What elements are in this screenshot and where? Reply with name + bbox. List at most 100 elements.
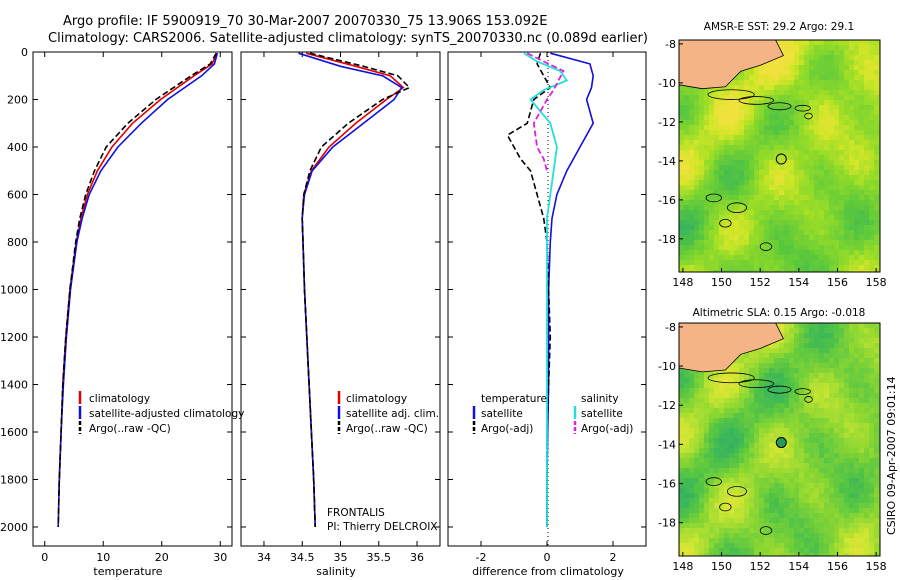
map-cell	[699, 383, 705, 389]
map-cell	[709, 393, 715, 399]
map-cell	[709, 160, 715, 166]
map-cell	[704, 523, 710, 529]
map-cell	[854, 373, 860, 379]
map-cell	[874, 328, 880, 334]
map-cell	[769, 543, 775, 549]
map-cell	[724, 473, 730, 479]
map-cell	[839, 498, 845, 504]
map-cell	[694, 150, 700, 156]
map-cell	[829, 75, 835, 81]
map-cell	[774, 130, 780, 136]
map-cell	[839, 55, 845, 61]
map-cell	[719, 503, 725, 509]
map-cell	[854, 55, 860, 61]
map-cell	[799, 503, 805, 509]
map-cell	[794, 105, 800, 111]
map-cell	[734, 403, 740, 409]
map-cell	[804, 50, 810, 56]
map-cell	[799, 245, 805, 251]
map-cell	[859, 393, 865, 399]
map-cell	[709, 473, 715, 479]
map-cell	[729, 378, 735, 384]
map-cell	[819, 368, 825, 374]
map-cell	[869, 358, 875, 364]
map-cell	[749, 448, 755, 454]
map-cell	[759, 185, 765, 191]
map-cell	[749, 210, 755, 216]
map-cell	[809, 363, 815, 369]
map-cell	[874, 368, 880, 374]
map-cell	[679, 85, 685, 91]
map-cell	[714, 95, 720, 101]
map-cell	[794, 200, 800, 206]
map-cell	[789, 443, 795, 449]
map-cell	[689, 488, 695, 494]
map-cell	[689, 255, 695, 261]
map-cell	[684, 200, 690, 206]
map-cell	[784, 115, 790, 121]
map-cell	[714, 403, 720, 409]
map-cell	[849, 175, 855, 181]
map-cell	[734, 160, 740, 166]
map-cell	[709, 543, 715, 549]
map-cell	[799, 75, 805, 81]
map-cell	[759, 240, 765, 246]
map-cell	[689, 180, 695, 186]
map-cell	[874, 543, 880, 549]
map-cell	[874, 438, 880, 444]
map-cell	[839, 503, 845, 509]
map-cell	[859, 235, 865, 241]
map-cell	[734, 240, 740, 246]
map-cell	[694, 165, 700, 171]
map-cell	[834, 328, 840, 334]
map-cell	[729, 85, 735, 91]
map-cell	[874, 518, 880, 524]
map-cell	[719, 260, 725, 266]
map-cell	[844, 473, 850, 479]
map-cell	[809, 498, 815, 504]
map-cell	[864, 533, 870, 539]
map-cell	[729, 393, 735, 399]
map-cell	[784, 160, 790, 166]
map-cell	[864, 90, 870, 96]
map-cell	[744, 175, 750, 181]
map-cell	[759, 348, 765, 354]
map-cell	[689, 373, 695, 379]
map-cell	[724, 513, 730, 519]
map-cell	[849, 523, 855, 529]
map-cell	[769, 105, 775, 111]
map-cell	[754, 95, 760, 101]
map-cell	[694, 373, 700, 379]
map-cell	[829, 155, 835, 161]
map-cell	[679, 478, 685, 484]
map-cell	[679, 170, 685, 176]
map-cell	[744, 235, 750, 241]
map-cell	[744, 260, 750, 266]
map-cell	[784, 503, 790, 509]
map-cell	[789, 130, 795, 136]
map-cell	[764, 195, 770, 201]
map-cell	[754, 458, 760, 464]
map-cell	[824, 100, 830, 106]
map-cell	[694, 513, 700, 519]
map-cell	[859, 483, 865, 489]
map-cell	[784, 200, 790, 206]
map-cell	[744, 503, 750, 509]
map-cell	[679, 438, 685, 444]
map-cell	[864, 433, 870, 439]
map-cell	[849, 428, 855, 434]
map-cell	[859, 180, 865, 186]
map-cell	[764, 215, 770, 221]
map-cell	[719, 235, 725, 241]
map-cell	[854, 220, 860, 226]
map-cell	[734, 270, 740, 272]
map-cell	[859, 255, 865, 261]
map-cell	[799, 468, 805, 474]
map-cell	[774, 250, 780, 256]
map-cell	[854, 60, 860, 66]
map-cell	[764, 413, 770, 419]
map-cell	[779, 260, 785, 266]
map-cell	[749, 493, 755, 499]
map-cell	[724, 135, 730, 141]
